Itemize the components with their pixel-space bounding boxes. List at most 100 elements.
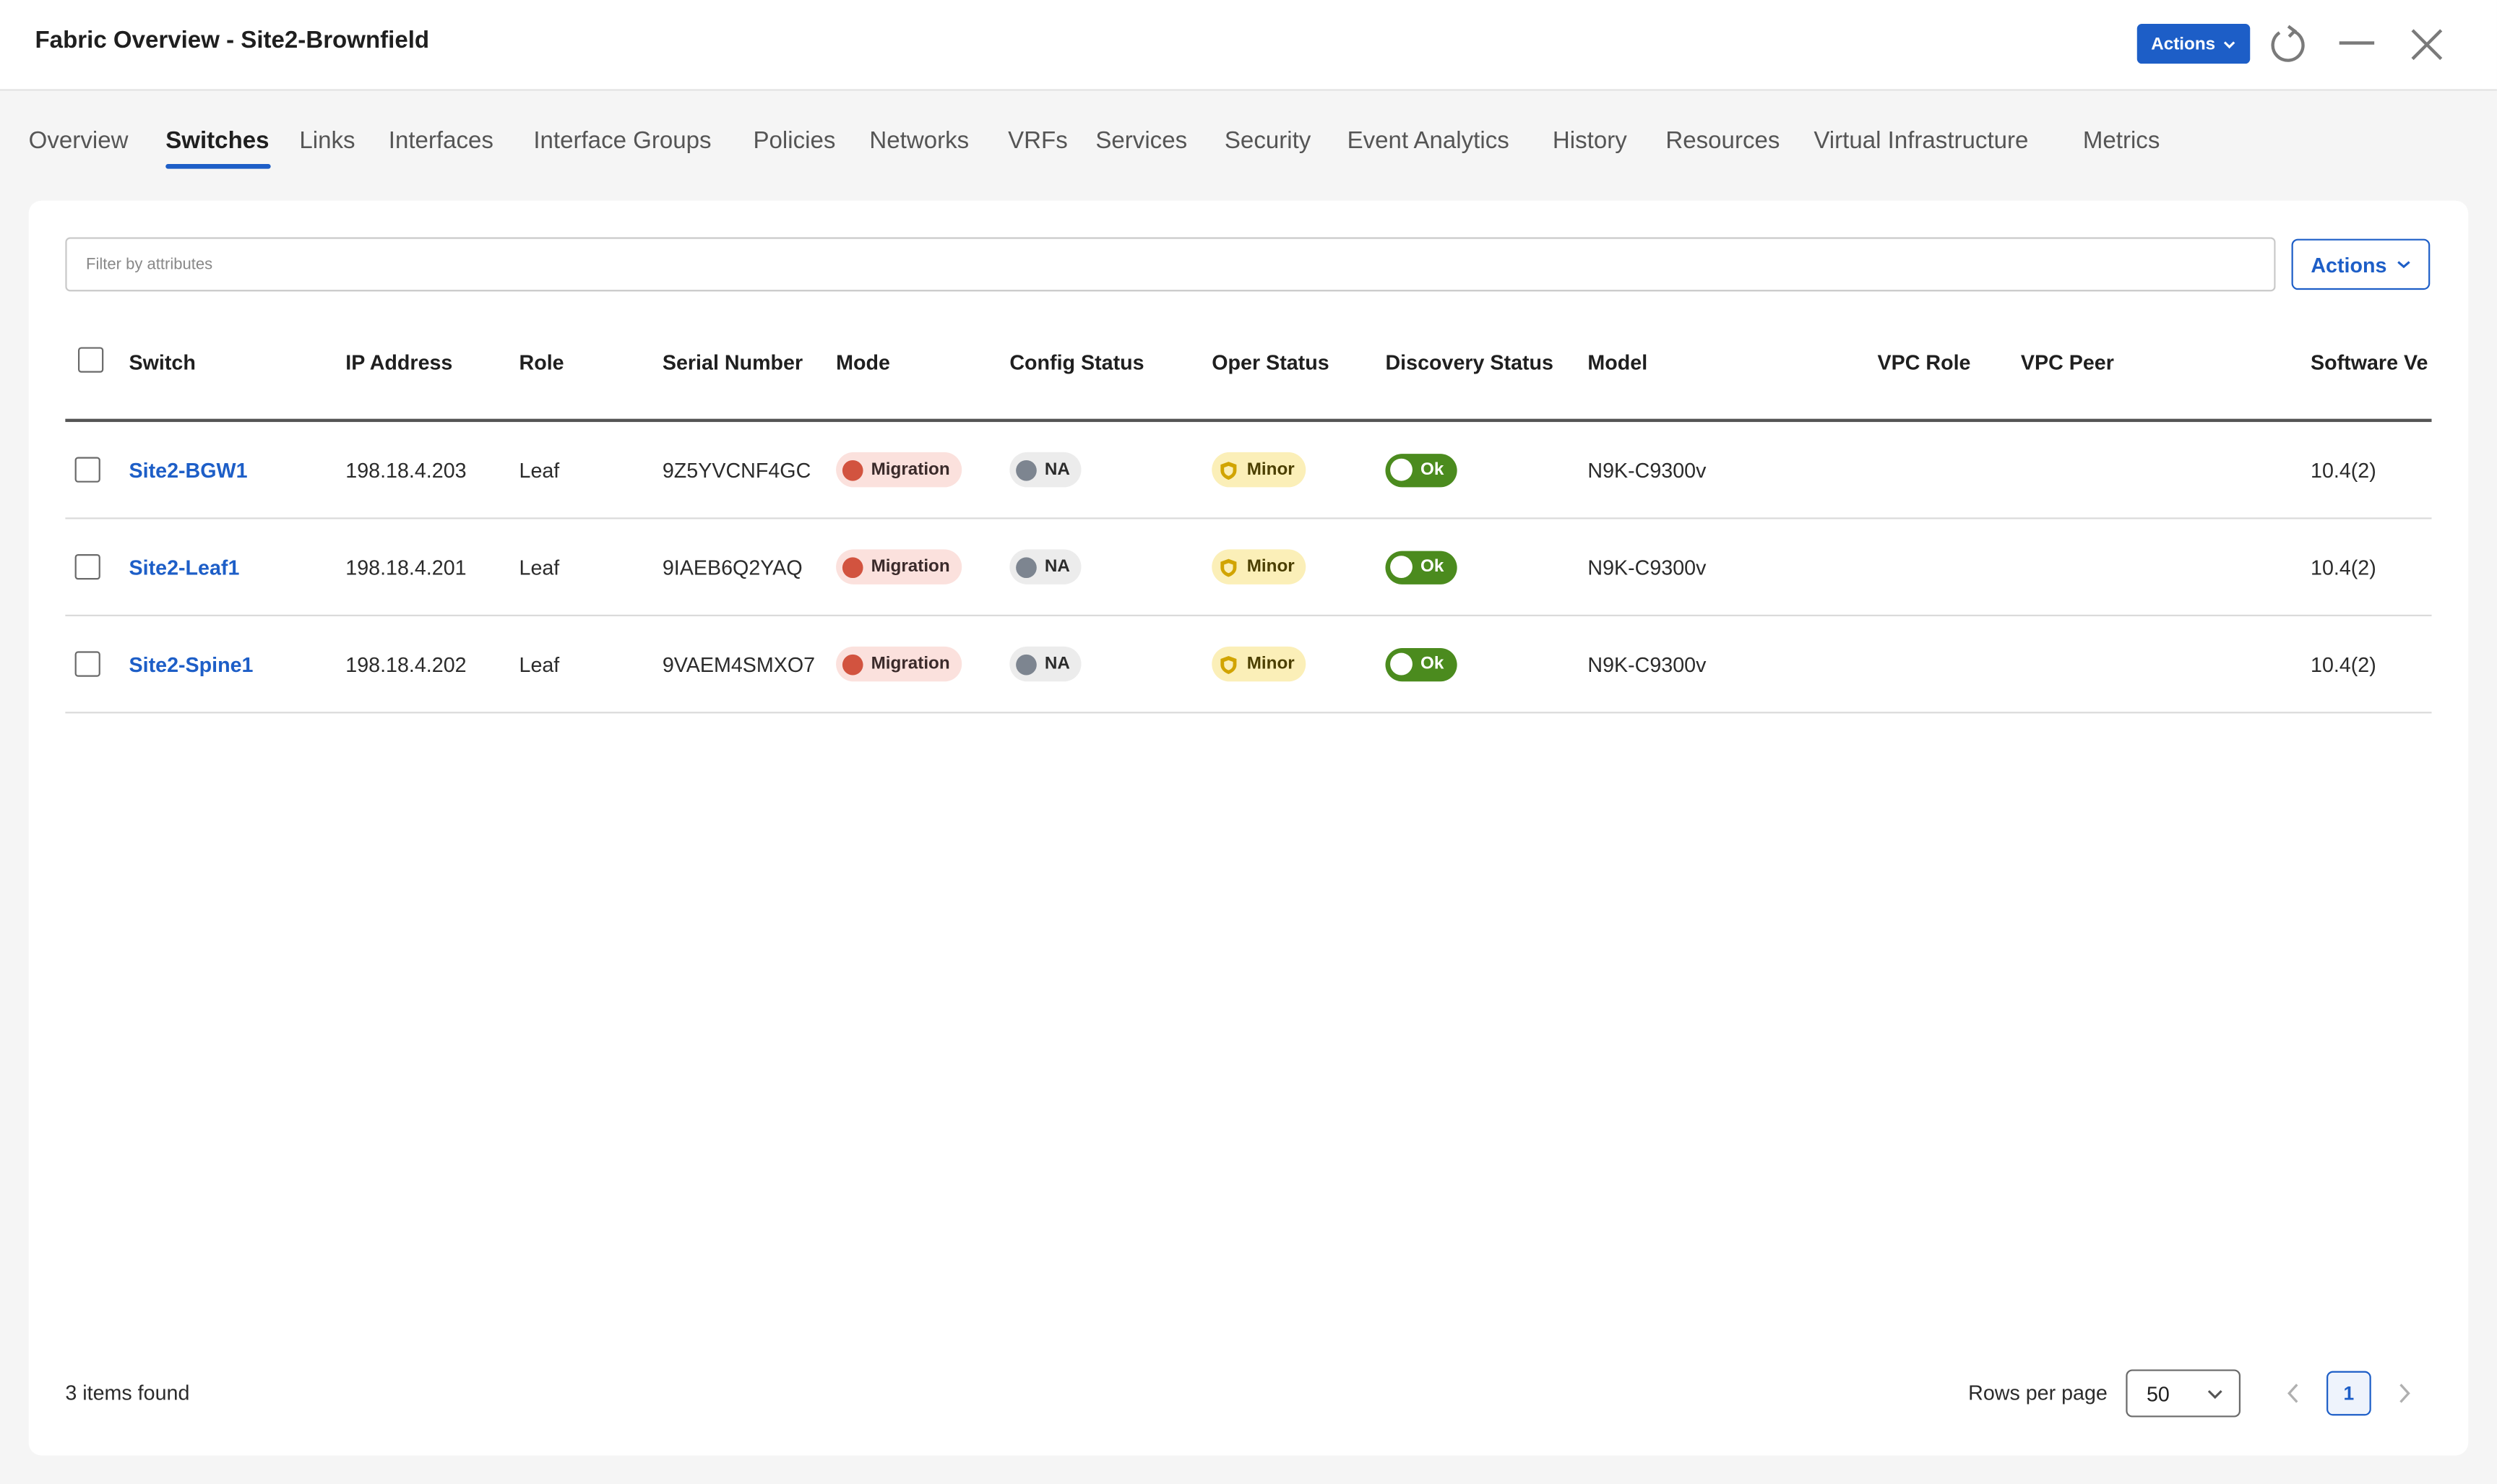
refresh-icon[interactable]: [2267, 24, 2308, 65]
col-software-version[interactable]: Software Ve: [2311, 350, 2428, 374]
switches-panel: Actions Switch IP Address Role Serial Nu…: [28, 200, 2469, 1456]
software-version: 10.4(2): [2311, 457, 2376, 482]
table-row: Site2-BGW1 198.18.4.203 Leaf 9Z5YVCNF4GC…: [65, 422, 2432, 519]
mode-label: Migration: [871, 460, 950, 480]
tab-event-analytics[interactable]: Event Analytics: [1347, 127, 1509, 155]
col-vpc-role[interactable]: VPC Role: [1877, 350, 1971, 374]
col-switch[interactable]: Switch: [129, 350, 196, 374]
serial-number: 9Z5YVCNF4GC: [662, 457, 811, 482]
tab-resources[interactable]: Resources: [1665, 127, 1780, 155]
tab-policies[interactable]: Policies: [753, 127, 836, 155]
header-divider: [65, 418, 2432, 423]
status-dot-icon: [1016, 556, 1037, 577]
actions-button[interactable]: Actions: [2291, 238, 2431, 290]
tab-metrics[interactable]: Metrics: [2082, 127, 2160, 155]
rows-per-page-label: Rows per page: [1968, 1380, 2108, 1405]
col-ip-address[interactable]: IP Address: [345, 350, 453, 374]
mode-badge: Migration: [836, 646, 962, 682]
status-dot-icon: [842, 556, 863, 577]
oper-status-badge: Minor: [1212, 549, 1306, 584]
col-vpc-peer[interactable]: VPC Peer: [2020, 350, 2114, 374]
model: N9K-C9300v: [1587, 652, 1707, 676]
ip-address: 198.18.4.203: [345, 457, 467, 482]
oper-status-badge: Minor: [1212, 646, 1306, 682]
discovery-status-label: Ok: [1420, 460, 1444, 480]
tab-services[interactable]: Services: [1095, 127, 1188, 155]
tab-interfaces[interactable]: Interfaces: [388, 127, 493, 155]
tab-switches[interactable]: Switches: [165, 127, 269, 155]
active-tab-indicator: [165, 164, 271, 169]
shield-icon: [1220, 655, 1237, 673]
chevron-down-icon: [2224, 40, 2235, 48]
model: N9K-C9300v: [1587, 555, 1707, 579]
serial-number: 9IAEB6Q2YAQ: [662, 555, 803, 579]
mode-badge: Migration: [836, 452, 962, 488]
discovery-status-badge: Ok: [1385, 647, 1457, 681]
shield-icon: [1220, 558, 1237, 577]
table-row: Site2-Spine1 198.18.4.202 Leaf 9VAEM4SMX…: [65, 616, 2432, 714]
role: Leaf: [519, 652, 560, 676]
config-status-badge: NA: [1009, 549, 1082, 584]
col-config-status[interactable]: Config Status: [1009, 350, 1144, 374]
oper-status-label: Minor: [1246, 460, 1295, 480]
mode-label: Migration: [871, 557, 950, 577]
col-discovery-status[interactable]: Discovery Status: [1385, 350, 1554, 374]
page-title: Fabric Overview - Site2-Brownfield: [35, 27, 430, 54]
col-serial-number[interactable]: Serial Number: [662, 350, 803, 374]
tab-virtual-infrastructure[interactable]: Virtual Infrastructure: [1814, 127, 2029, 155]
close-icon[interactable]: [2407, 25, 2446, 64]
switch-name-link[interactable]: Site2-BGW1: [129, 457, 248, 482]
discovery-status-badge: Ok: [1385, 453, 1457, 487]
tab-links[interactable]: Links: [299, 127, 355, 155]
tab-networks[interactable]: Networks: [869, 127, 970, 155]
chevron-down-icon: [2207, 1390, 2222, 1399]
col-mode[interactable]: Mode: [836, 350, 890, 374]
switch-name-link[interactable]: Site2-Spine1: [129, 652, 254, 676]
toggle-knob-icon: [1390, 556, 1413, 579]
tab-history[interactable]: History: [1552, 127, 1627, 155]
tab-security[interactable]: Security: [1224, 127, 1311, 155]
chevron-right-icon[interactable]: [2397, 1382, 2412, 1405]
serial-number: 9VAEM4SMXO7: [662, 652, 816, 676]
ip-address: 198.18.4.202: [345, 652, 467, 676]
role: Leaf: [519, 555, 560, 579]
status-dot-icon: [842, 653, 863, 675]
tab-vrfs[interactable]: VRFs: [1008, 127, 1068, 155]
software-version: 10.4(2): [2311, 555, 2376, 579]
config-status-label: NA: [1044, 460, 1070, 480]
page-button-current[interactable]: 1: [2326, 1371, 2371, 1416]
col-role[interactable]: Role: [519, 350, 564, 374]
status-dot-icon: [842, 459, 863, 480]
role: Leaf: [519, 457, 560, 482]
title-bar: Fabric Overview - Site2-Brownfield Actio…: [0, 0, 2497, 91]
config-status-label: NA: [1044, 557, 1070, 577]
switch-name-link[interactable]: Site2-Leaf1: [129, 555, 240, 579]
minimize-icon[interactable]: [2336, 25, 2377, 64]
rows-per-page-select[interactable]: 50: [2126, 1369, 2241, 1418]
row-checkbox[interactable]: [74, 651, 100, 677]
model: N9K-C9300v: [1587, 457, 1707, 482]
actions-label: Actions: [2311, 252, 2387, 277]
status-dot-icon: [1016, 653, 1037, 675]
discovery-status-badge: Ok: [1385, 550, 1457, 584]
shield-icon: [1220, 461, 1237, 479]
row-checkbox[interactable]: [74, 553, 100, 580]
filter-input[interactable]: [65, 237, 2276, 292]
top-actions-button[interactable]: Actions: [2136, 24, 2251, 64]
items-found-count: 3 items found: [65, 1380, 190, 1405]
chevron-down-icon: [2397, 261, 2410, 269]
oper-status-badge: Minor: [1212, 452, 1306, 488]
chevron-left-icon[interactable]: [2285, 1382, 2301, 1405]
config-status-badge: NA: [1009, 452, 1082, 488]
top-actions-label: Actions: [2151, 34, 2216, 53]
discovery-status-label: Ok: [1420, 654, 1444, 674]
toggle-knob-icon: [1390, 458, 1413, 481]
tab-overview[interactable]: Overview: [28, 127, 129, 155]
tab-interface-groups[interactable]: Interface Groups: [533, 127, 712, 155]
row-checkbox[interactable]: [74, 457, 100, 483]
software-version: 10.4(2): [2311, 652, 2376, 676]
col-model[interactable]: Model: [1587, 350, 1648, 374]
col-oper-status[interactable]: Oper Status: [1212, 350, 1329, 374]
discovery-status-label: Ok: [1420, 557, 1444, 577]
select-all-checkbox[interactable]: [77, 347, 104, 373]
